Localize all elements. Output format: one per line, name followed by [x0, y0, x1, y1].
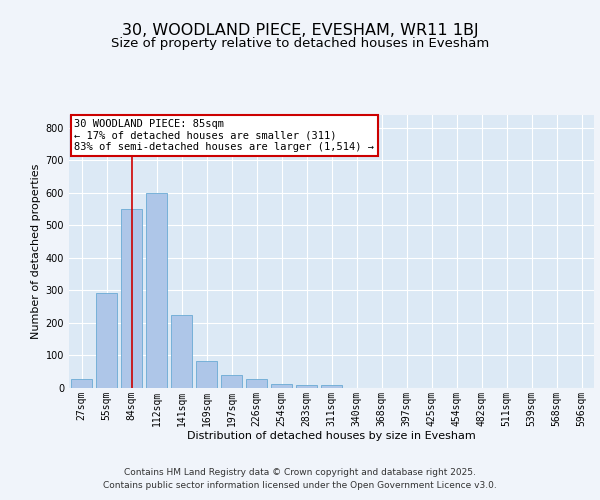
Bar: [96, 294, 117, 388]
Bar: [296, 385, 317, 388]
Bar: [321, 385, 342, 388]
Y-axis label: Number of detached properties: Number of detached properties: [31, 164, 41, 339]
Bar: [146, 193, 167, 388]
Bar: [171, 314, 192, 388]
Bar: [246, 380, 267, 388]
X-axis label: Distribution of detached houses by size in Evesham: Distribution of detached houses by size …: [187, 431, 476, 441]
Text: 30, WOODLAND PIECE, EVESHAM, WR11 1BJ: 30, WOODLAND PIECE, EVESHAM, WR11 1BJ: [122, 22, 478, 38]
Bar: [121, 209, 142, 388]
Bar: [271, 384, 292, 388]
Text: 30 WOODLAND PIECE: 85sqm
← 17% of detached houses are smaller (311)
83% of semi-: 30 WOODLAND PIECE: 85sqm ← 17% of detach…: [74, 119, 374, 152]
Bar: [221, 376, 242, 388]
Text: Size of property relative to detached houses in Evesham: Size of property relative to detached ho…: [111, 38, 489, 51]
Bar: [196, 361, 217, 388]
Text: Contains public sector information licensed under the Open Government Licence v3: Contains public sector information licen…: [103, 480, 497, 490]
Text: Contains HM Land Registry data © Crown copyright and database right 2025.: Contains HM Land Registry data © Crown c…: [124, 468, 476, 477]
Bar: [71, 380, 92, 388]
